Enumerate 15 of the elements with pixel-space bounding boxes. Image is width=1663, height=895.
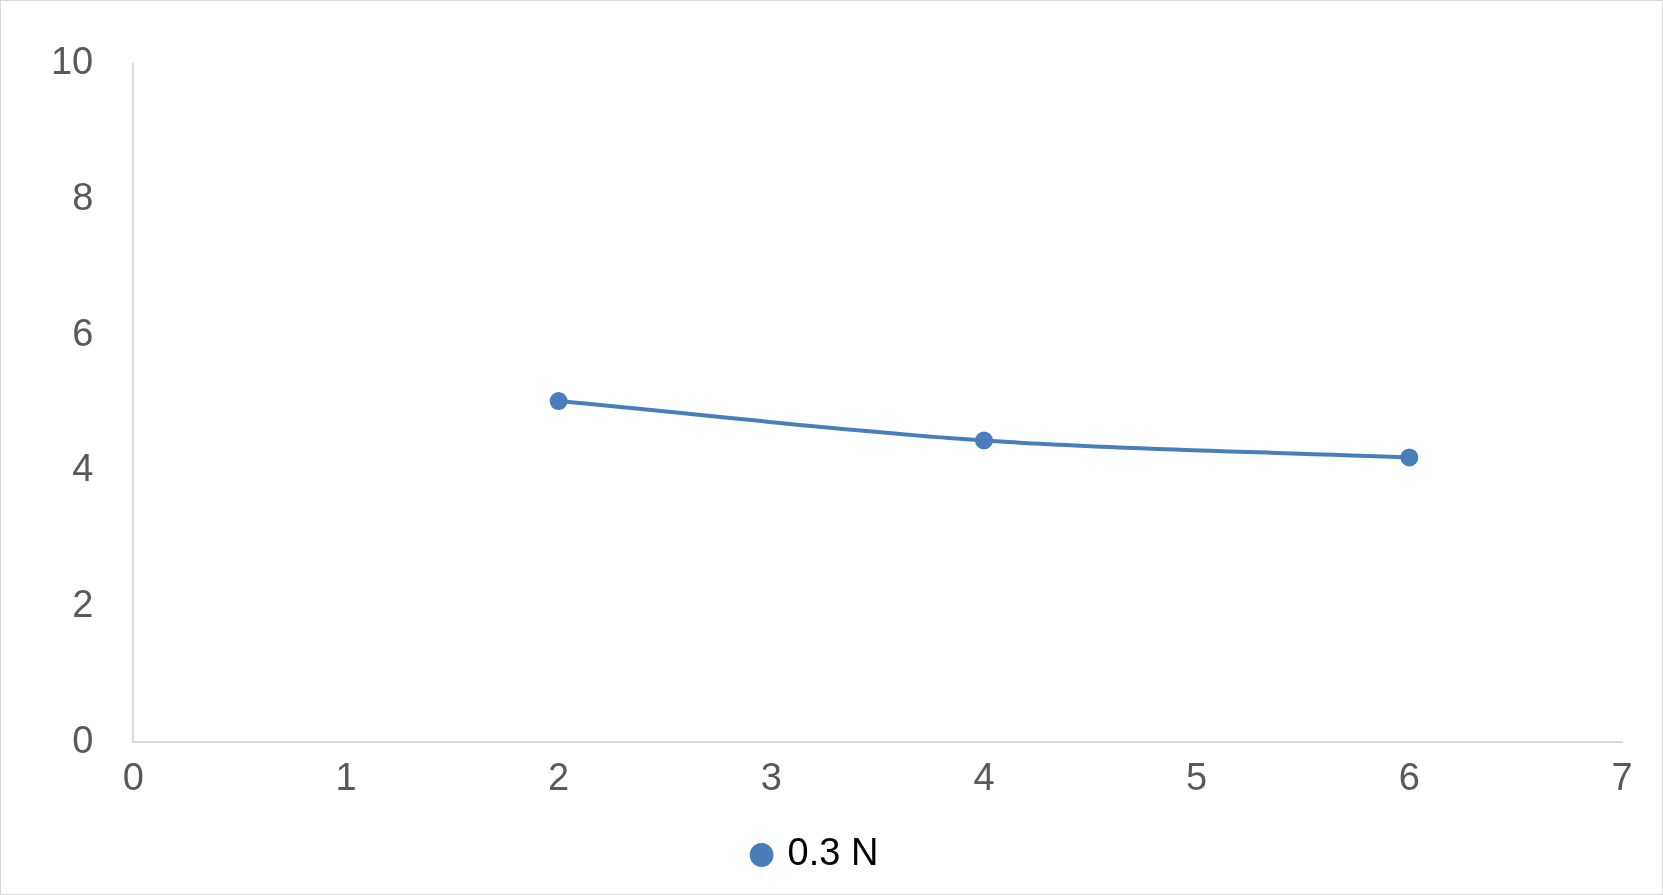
y-tick-label: 6 [72, 311, 94, 354]
y-tick-label: 2 [72, 583, 94, 626]
y-tick-label: 8 [72, 176, 94, 218]
y-tick-label: 0 [72, 718, 94, 761]
y-tick-label: 10 [50, 40, 94, 83]
legend-label: 0.3 N [787, 831, 879, 874]
x-tick-label: 5 [1186, 755, 1208, 798]
x-tick-label: 1 [335, 755, 357, 798]
x-tick-label: 3 [760, 755, 782, 798]
x-tick-label: 7 [1611, 755, 1633, 798]
y-tick-label: 4 [72, 447, 94, 490]
x-tick-label: 0 [122, 755, 144, 798]
x-tick-label: 4 [973, 755, 995, 798]
x-tick-label: 2 [548, 755, 570, 798]
x-tick-label: 6 [1398, 755, 1420, 798]
